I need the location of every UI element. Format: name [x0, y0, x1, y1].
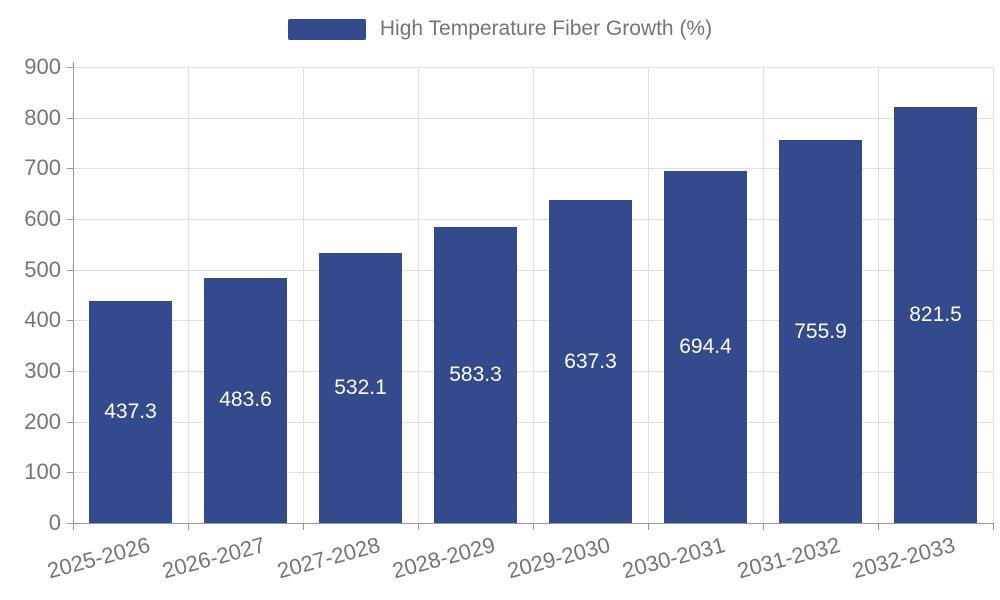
x-axis-tick: [418, 523, 419, 530]
y-axis-tick: [67, 421, 73, 423]
x-axis-label: 2026-2027: [159, 532, 268, 584]
bar-value-label: 637.3: [564, 350, 617, 373]
y-axis-tick: [67, 523, 73, 524]
x-axis-label: 2030-2031: [619, 532, 728, 584]
y-tick-label: 400: [24, 307, 61, 333]
y-tick-label: 500: [24, 256, 61, 282]
y-axis-tick: [67, 117, 73, 119]
bar-value-label: 532.1: [334, 376, 387, 399]
x-gridline: [418, 67, 419, 523]
x-gridline: [533, 67, 534, 523]
x-axis-label: 2032-2033: [849, 532, 958, 584]
y-tick-label: 600: [24, 206, 61, 231]
legend[interactable]: High Temperature Fiber Growth (%): [0, 17, 1000, 41]
bar: [549, 200, 632, 523]
y-axis-tick: [67, 168, 73, 170]
x-gridline: [188, 67, 189, 523]
y-axis-tick: [67, 320, 73, 322]
x-axis-label: 2025-2026: [44, 532, 153, 584]
x-axis-tick: [648, 523, 649, 530]
x-axis-label: 2029-2030: [504, 532, 613, 584]
y-axis-tick: [67, 371, 73, 372]
y-tick-label: 700: [24, 155, 61, 181]
y-tick-label: 800: [24, 104, 61, 130]
x-gridline: [303, 67, 304, 523]
bar-value-label: 583.3: [449, 363, 502, 386]
y-tick-label: 100: [24, 459, 61, 485]
bar: [434, 227, 517, 523]
y-tick-label: 200: [24, 408, 61, 434]
legend-swatch: [287, 18, 366, 40]
y-axis-tick: [67, 269, 73, 271]
x-gridline: [993, 67, 994, 523]
bar-value-label: 821.5: [909, 303, 962, 326]
y-axis-tick: [67, 219, 73, 220]
bar-value-label: 437.3: [104, 400, 157, 423]
x-axis-tick: [303, 523, 304, 530]
bar: [204, 278, 287, 523]
x-axis-label: 2031-2032: [734, 532, 843, 584]
bar: [89, 301, 172, 523]
x-axis-tick: [533, 523, 534, 530]
bar: [779, 140, 862, 523]
x-axis-tick: [763, 523, 764, 530]
x-axis-label: 2028-2029: [389, 532, 498, 584]
y-tick-label: 900: [24, 54, 61, 79]
y-tick-label: 300: [24, 358, 61, 383]
y-axis-line: [73, 62, 74, 523]
bar: [664, 171, 747, 523]
x-axis-label: 2027-2028: [274, 532, 383, 584]
bar-value-label: 755.9: [794, 320, 847, 343]
legend-label: High Temperature Fiber Growth (%): [379, 17, 713, 40]
y-axis-tick: [67, 67, 73, 68]
bar: [894, 107, 977, 523]
x-axis-tick: [993, 523, 994, 530]
bar-value-label: 694.4: [679, 335, 732, 358]
x-gridline: [648, 67, 649, 523]
x-axis-tick: [73, 523, 74, 530]
x-gridline: [763, 67, 764, 523]
bar: [319, 253, 402, 523]
y-tick-label: 0: [48, 510, 61, 535]
x-gridline: [878, 67, 879, 523]
x-axis-tick: [188, 523, 189, 530]
bar-value-label: 483.6: [219, 388, 272, 411]
x-axis-line: [73, 523, 993, 524]
x-axis-tick: [878, 523, 879, 530]
y-axis-tick: [67, 472, 73, 474]
